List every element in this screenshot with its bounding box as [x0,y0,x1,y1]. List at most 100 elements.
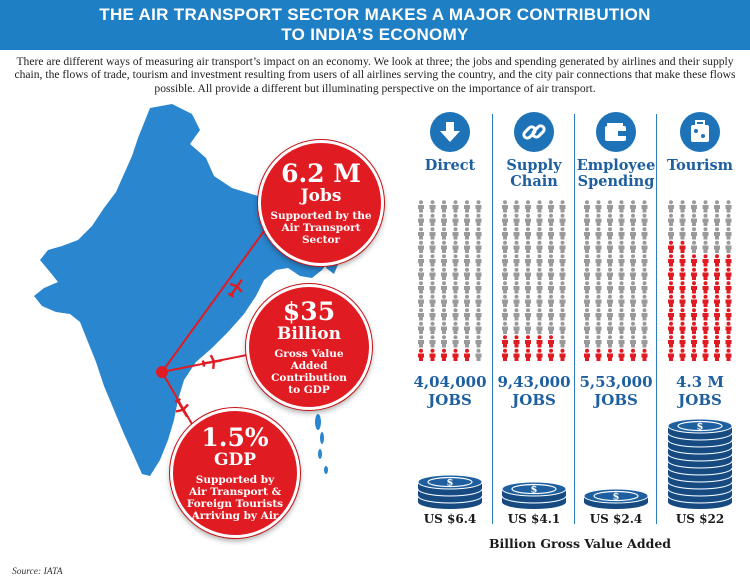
person-icon [725,254,732,267]
person-icon [475,294,482,307]
person-icon [536,200,543,213]
person-icon [679,240,686,253]
person-icon [714,321,720,334]
person-icon [502,308,508,321]
person-icon [536,240,543,253]
person-icon [548,281,554,294]
person-icon [441,200,447,213]
person-icon [630,348,636,361]
person-icon [691,308,697,321]
person-icon [679,335,686,348]
person-icon [691,200,697,213]
coin-stack: $ [417,474,483,509]
person-icon [714,240,720,253]
person-icon [725,227,732,240]
person-icon [691,240,697,253]
person-icon [618,200,625,213]
person-icon [668,213,674,226]
person-icon [607,281,613,294]
person-icon [429,281,436,294]
person-icon [559,335,566,348]
column-title: Supply Chain [494,158,574,190]
person-icon [702,227,709,240]
person-icon [679,200,686,213]
person-icon [618,227,625,240]
person-icon [441,321,447,334]
person-icon [464,200,470,213]
person-icon [668,294,674,307]
person-icon [559,294,566,307]
person-icon [630,281,636,294]
person-icon [429,321,436,334]
column-title-line: Tourism [667,157,733,174]
person-icon [548,200,554,213]
person-icon [429,348,436,361]
person-icon [679,348,686,361]
person-icon [691,254,697,267]
person-icon [513,335,520,348]
person-icon [525,321,531,334]
jobs-label: JOBS [678,391,722,409]
person-icon [595,294,602,307]
person-icon [441,213,447,226]
person-icon [679,294,686,307]
person-icon [641,321,648,334]
person-icon [725,213,732,226]
dollar-icon: $ [697,422,704,433]
person-icon [607,200,613,213]
person-icon [452,254,459,267]
person-icon [475,281,482,294]
person-icon [584,281,590,294]
person-icon [702,294,709,307]
person-icon [548,227,554,240]
person-icon [595,308,602,321]
person-icon [513,267,520,280]
person-icon [452,267,459,280]
person-icon [429,200,436,213]
person-icon [418,308,424,321]
person-icon [502,240,508,253]
person-icon [618,254,625,267]
person-icon [418,254,424,267]
header-banner: THE AIR TRANSPORT SECTOR MAKES A MAJOR C… [0,0,750,50]
person-icon [668,200,674,213]
person-icon [513,200,520,213]
person-icon [559,200,566,213]
person-icon [464,335,470,348]
column-title-line: Spending [577,173,655,190]
person-icon [607,254,613,267]
person-icon [502,267,508,280]
person-icon [607,294,613,307]
route-line [161,219,273,373]
person-icon [630,240,636,253]
caption-line: Air Transport [281,222,361,234]
person-icon [475,348,482,361]
person-icon [559,227,566,240]
caption-line: Gross Value [274,348,344,360]
gva-bubble-unit: Billion [277,324,341,344]
person-icon [584,294,590,307]
person-icon [513,294,520,307]
person-icon [513,281,520,294]
person-icon [418,267,424,280]
person-icon [630,308,636,321]
person-icon [418,335,424,348]
people-grid [502,200,566,361]
person-icon [464,254,470,267]
person-icon [618,348,625,361]
person-icon [536,321,543,334]
person-icon [725,348,732,361]
gdp-bubble-value: 1.5% [201,423,269,452]
person-icon [630,321,636,334]
person-icon [607,321,613,334]
person-icon [679,281,686,294]
person-icon [464,348,470,361]
person-icon [668,308,674,321]
person-icon [452,240,459,253]
person-icon [429,213,436,226]
person-icon [513,254,520,267]
jobs-bubble-value: 6.2 M [281,159,361,188]
person-icon [725,335,732,348]
person-icon [536,267,543,280]
column-title-line: Employee [576,157,656,174]
